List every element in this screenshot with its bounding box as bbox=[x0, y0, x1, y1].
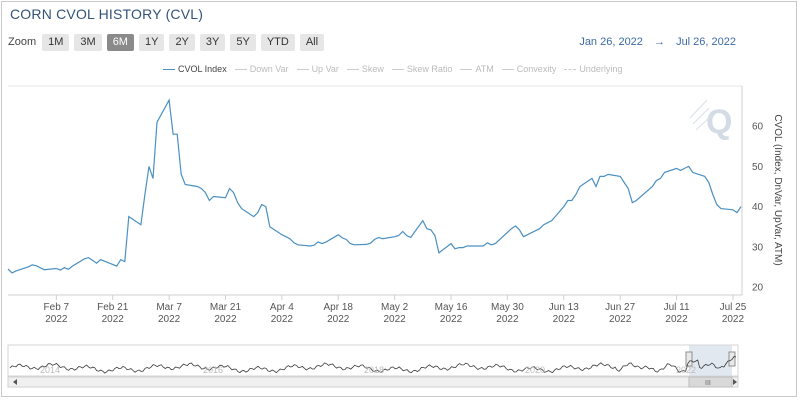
x-tick-year-label: 2022 bbox=[553, 314, 576, 325]
x-tick-year-label: 2022 bbox=[609, 314, 632, 325]
x-tick-label: Mar 7 bbox=[156, 302, 182, 313]
navigator-year-label: 2022 bbox=[676, 365, 696, 375]
legend-item-convexity[interactable]: Convexity bbox=[501, 64, 557, 74]
x-tick-year-label: 2022 bbox=[45, 314, 68, 325]
x-tick-label: Feb 7 bbox=[44, 302, 70, 313]
legend-label: Convexity bbox=[516, 64, 557, 74]
y-tick-label: 60 bbox=[752, 122, 764, 133]
date-range: Jan 26, 2022 → Jul 26, 2022 bbox=[575, 36, 740, 48]
x-tick-year-label: 2022 bbox=[158, 314, 181, 325]
zoom-ytd-button[interactable]: YTD bbox=[260, 33, 295, 51]
x-tick-label: Mar 21 bbox=[210, 302, 242, 313]
x-tick-label: Jul 25 bbox=[720, 302, 747, 313]
legend-label: Up Var bbox=[311, 64, 339, 74]
zoom-6m-button[interactable]: 6M bbox=[106, 33, 134, 51]
legend-label: Skew Ratio bbox=[406, 64, 453, 74]
scroll-right-arrow-icon[interactable] bbox=[733, 379, 737, 385]
legend-swatch bbox=[346, 68, 359, 70]
legend-label: Skew bbox=[361, 64, 384, 74]
x-tick-year-label: 2022 bbox=[214, 314, 237, 325]
x-tick-label: May 16 bbox=[435, 302, 468, 313]
range-from[interactable]: Jan 26, 2022 bbox=[579, 36, 643, 48]
legend-label: Underlying bbox=[579, 64, 623, 74]
series-line-cvol-index bbox=[7, 98, 742, 274]
x-tick-year-label: 2022 bbox=[102, 314, 125, 325]
chart-title: CORN CVOL HISTORY (CVL) bbox=[10, 6, 204, 22]
legend-item-cvol-index[interactable]: CVOL Index bbox=[163, 64, 227, 74]
y-tick-label: 30 bbox=[752, 242, 764, 253]
x-tick-label: Jun 13 bbox=[549, 302, 579, 313]
navigator-left-handle[interactable] bbox=[685, 351, 693, 367]
y-tick-label: 40 bbox=[752, 202, 764, 213]
x-tick-label: Apr 18 bbox=[324, 302, 354, 313]
x-tick-year-label: 2022 bbox=[496, 314, 519, 325]
zoom-controls: Zoom 1M 3M 6M 1Y 2Y 3Y 5Y YTD All bbox=[8, 33, 329, 51]
x-tick-year-label: 2022 bbox=[327, 314, 350, 325]
legend-swatch bbox=[234, 68, 247, 70]
legend-label: ATM bbox=[475, 64, 494, 74]
zoom-5y-button[interactable]: 5Y bbox=[230, 33, 256, 51]
navigator: 2014 2016 2018 2020 2022 III bbox=[7, 344, 739, 388]
navigator-year-label: 2016 bbox=[203, 365, 223, 375]
legend-swatch bbox=[460, 68, 473, 70]
legend: CVOL Index Down Var Up Var Skew Skew Rat… bbox=[163, 64, 630, 74]
legend-label: Down Var bbox=[249, 64, 289, 74]
x-tick-label: May 2 bbox=[381, 302, 409, 313]
scrollbar-thumb[interactable] bbox=[688, 376, 733, 388]
y-axis-ticks: 20 30 40 50 60 bbox=[752, 122, 764, 294]
legend-item-skew-ratio[interactable]: Skew Ratio bbox=[391, 64, 453, 74]
legend-swatch bbox=[391, 68, 404, 70]
x-tick-label: Feb 21 bbox=[97, 302, 129, 313]
x-tick-label: May 30 bbox=[491, 302, 524, 313]
range-to[interactable]: Jul 26, 2022 bbox=[676, 36, 736, 48]
scroll-left-arrow-icon[interactable] bbox=[13, 379, 17, 385]
zoom-3y-button[interactable]: 3Y bbox=[199, 33, 226, 51]
quikstrike-logo: Q bbox=[689, 99, 732, 141]
legend-item-underlying[interactable]: Underlying bbox=[564, 64, 622, 74]
zoom-label: Zoom bbox=[8, 36, 37, 48]
range-arrow: → bbox=[654, 36, 665, 48]
zoom-all-button[interactable]: All bbox=[299, 33, 325, 51]
zoom-1m-button[interactable]: 1M bbox=[42, 33, 70, 51]
y-tick-label: 20 bbox=[752, 282, 764, 293]
watermark-letter: Q bbox=[706, 103, 732, 141]
x-tick-year-label: 2022 bbox=[665, 314, 688, 325]
legend-label: CVOL Index bbox=[178, 64, 227, 74]
y-axis-label: CVOL (Index, DnVar, UpVar, ATM) bbox=[772, 114, 783, 265]
x-tick-label: Jun 27 bbox=[605, 302, 635, 313]
legend-item-atm[interactable]: ATM bbox=[460, 64, 494, 74]
navigator-year-label: 2014 bbox=[40, 365, 60, 375]
x-tick-label: Jul 11 bbox=[664, 302, 690, 313]
navigator-year-label: 2020 bbox=[525, 365, 545, 375]
x-tick-year-label: 2022 bbox=[440, 314, 463, 325]
legend-item-down-var[interactable]: Down Var bbox=[234, 64, 289, 74]
x-tick-year-label: 2022 bbox=[271, 314, 294, 325]
x-tick-year-label: 2022 bbox=[722, 314, 745, 325]
legend-swatch bbox=[564, 68, 577, 70]
legend-swatch bbox=[501, 68, 514, 70]
navigator-line bbox=[9, 356, 737, 374]
x-tick-year-label: 2022 bbox=[384, 314, 407, 325]
x-tick-label: Apr 4 bbox=[270, 302, 294, 313]
scrollbar-track[interactable] bbox=[7, 376, 739, 388]
legend-item-up-var[interactable]: Up Var bbox=[296, 64, 339, 74]
scrollbar-grip: III bbox=[705, 380, 711, 387]
zoom-2y-button[interactable]: 2Y bbox=[169, 33, 195, 51]
zoom-1y-button[interactable]: 1Y bbox=[138, 33, 165, 51]
y-tick-label: 50 bbox=[752, 162, 764, 173]
legend-swatch bbox=[296, 68, 309, 70]
legend-item-skew[interactable]: Skew bbox=[346, 64, 384, 74]
navigator-year-label: 2018 bbox=[364, 365, 384, 375]
legend-swatch bbox=[163, 68, 175, 70]
zoom-3m-button[interactable]: 3M bbox=[74, 33, 102, 51]
